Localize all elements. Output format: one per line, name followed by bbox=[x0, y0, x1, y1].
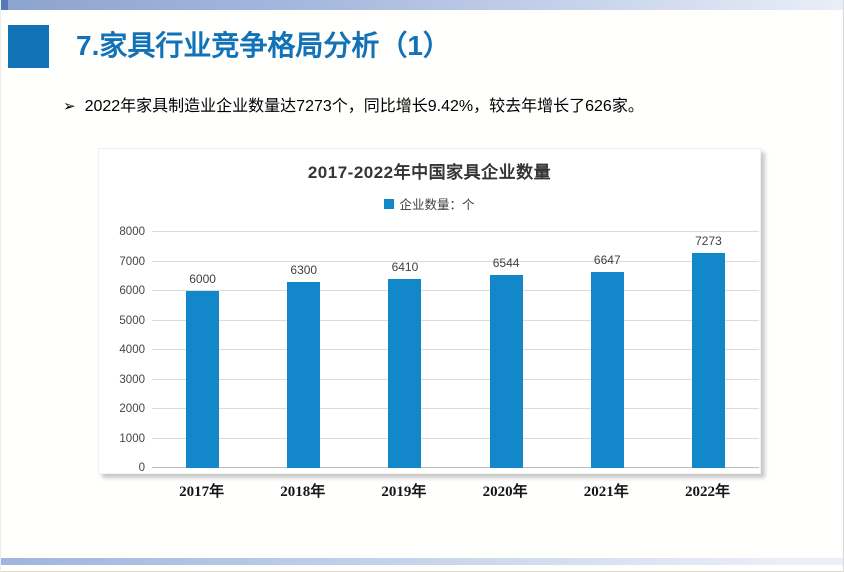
chart-title: 2017-2022年中国家具企业数量 bbox=[307, 163, 552, 182]
plot-area: 6000 6300 6410 6544 6647 7273 bbox=[152, 231, 759, 468]
chart-card: 2017-2022年中国家具企业数量 企业数量：个 0 1000 2000 3000 4… bbox=[98, 148, 761, 474]
y-axis-labels: 0 1000 2000 3000 4000 5000 6000 7000 8000 bbox=[105, 226, 145, 474]
x-tick-label: 2021年 bbox=[583, 484, 629, 500]
x-tick-label: 2022年 bbox=[684, 484, 730, 500]
x-tick-label: 2017年 bbox=[179, 484, 225, 500]
gridline bbox=[152, 231, 759, 232]
y-tick-label: 3000 bbox=[119, 373, 145, 386]
y-tick-label: 1000 bbox=[119, 432, 145, 445]
legend-swatch-icon bbox=[384, 198, 395, 209]
y-tick-label: 4000 bbox=[119, 344, 145, 356]
bar bbox=[590, 271, 624, 468]
bar bbox=[489, 274, 523, 468]
bar bbox=[388, 278, 422, 468]
x-axis-labels: 2017年 2018年 2019年 2020年 2021年 2022年 bbox=[151, 480, 758, 501]
bullet-text: 2022年家具制造业企业数量达7273个，同比增长9.42%，较去年增长了626… bbox=[84, 98, 644, 115]
y-tick-label: 6000 bbox=[119, 285, 145, 297]
bar-slot: 7273 bbox=[658, 232, 759, 468]
x-tick-label: 2020年 bbox=[482, 484, 528, 500]
gridline bbox=[152, 408, 759, 409]
y-tick-label: 8000 bbox=[119, 226, 145, 238]
bar bbox=[186, 291, 220, 468]
y-tick-label: 7000 bbox=[119, 255, 145, 268]
bar-slot: 6410 bbox=[354, 232, 455, 468]
gridline bbox=[152, 437, 759, 439]
bar-value-label: 6544 bbox=[492, 255, 520, 270]
y-tick-label: 2000 bbox=[119, 403, 145, 415]
bar-slot: 6544 bbox=[456, 232, 557, 468]
chart-legend: 企业数量：个 bbox=[99, 194, 760, 213]
bullet-arrow-icon: ➢ bbox=[63, 98, 76, 115]
title-accent-square bbox=[8, 25, 49, 68]
bar bbox=[287, 282, 321, 468]
bar-slot: 6000 bbox=[152, 232, 253, 468]
bar-slot: 6300 bbox=[253, 232, 354, 468]
bottom-decor-band bbox=[1, 558, 843, 565]
bar-value-label: 6300 bbox=[290, 263, 318, 278]
gridline bbox=[152, 349, 759, 350]
gridline bbox=[152, 319, 759, 321]
gridline bbox=[152, 378, 759, 380]
bar-value-label: 6000 bbox=[189, 272, 216, 286]
slide-title: 7.家具行业竞争格局分析（1） bbox=[76, 30, 451, 61]
bar-value-label: 6647 bbox=[593, 252, 621, 267]
x-tick-label: 2019年 bbox=[381, 484, 427, 500]
gridline bbox=[152, 260, 759, 262]
gridline bbox=[152, 467, 759, 468]
legend-label: 企业数量：个 bbox=[399, 198, 475, 212]
bullet-line: ➢ 2022年家具制造业企业数量达7273个，同比增长9.42%，较去年增长了62… bbox=[63, 92, 644, 116]
bar-value-label: 7273 bbox=[695, 234, 722, 249]
bar-slot: 6647 bbox=[557, 232, 658, 468]
gridline bbox=[152, 290, 759, 291]
bar bbox=[691, 253, 725, 468]
bar-value-label: 6410 bbox=[391, 259, 419, 274]
top-decor-band bbox=[1, 0, 843, 10]
bars: 6000 6300 6410 6544 6647 7273 bbox=[152, 232, 759, 468]
x-tick-label: 2018年 bbox=[280, 484, 326, 500]
top-band-accent bbox=[1, 0, 8, 10]
y-tick-label: 5000 bbox=[119, 314, 145, 327]
y-tick-label: 0 bbox=[138, 462, 145, 474]
